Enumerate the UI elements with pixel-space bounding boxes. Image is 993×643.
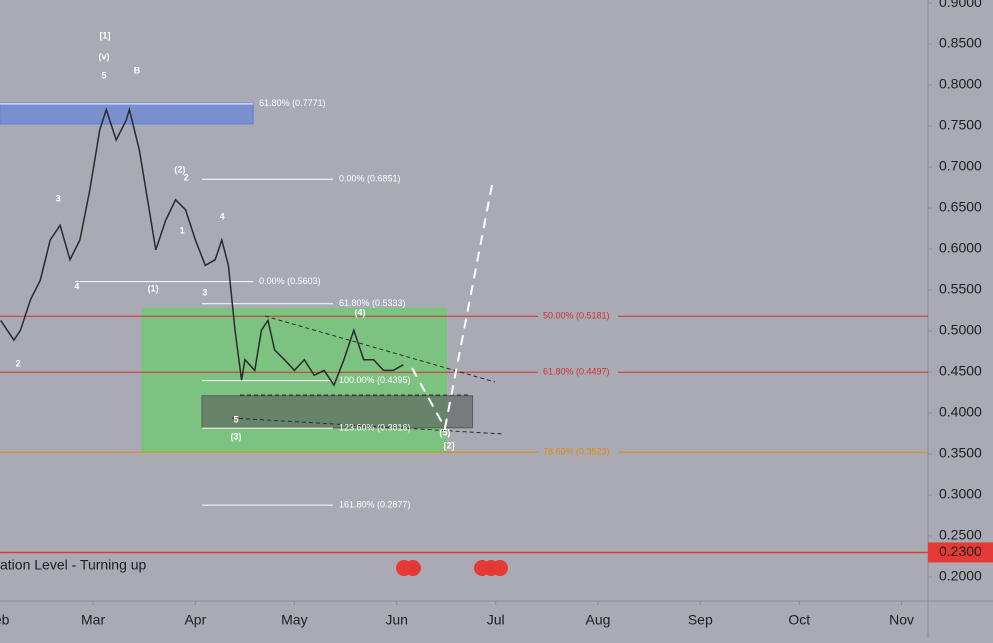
wave-label: 3 (202, 287, 207, 297)
wave-label: (5) (439, 427, 450, 437)
trendline (231, 417, 504, 435)
wave-label: 4 (74, 281, 79, 291)
y-tick-label: 0.4500 (939, 363, 982, 379)
y-tick-label: 0.8000 (939, 76, 982, 92)
wave-label: 3 (56, 193, 61, 203)
event-icon (405, 560, 421, 576)
event-icons (396, 560, 508, 576)
event-icon (492, 560, 508, 576)
y-tick-label: 0.3500 (939, 445, 982, 461)
wave-label: (1) (148, 283, 159, 293)
y-tick-label: 0.4000 (939, 404, 982, 420)
price-series (0, 106, 404, 387)
fib-label: 161.80% (0.2877) (339, 500, 411, 510)
zone (201, 395, 474, 429)
y-tick-label: 0.2500 (939, 527, 982, 543)
y-tick-label: 0.7500 (939, 117, 982, 133)
y-tick-label: 0.9000 (939, 0, 982, 10)
wave-label: 5 (101, 70, 106, 80)
y-tick-label: 0.3000 (939, 486, 982, 502)
price-tag-label: 0.2300 (939, 543, 982, 559)
projection-path (411, 184, 493, 431)
wave-label: 2 (16, 358, 21, 368)
x-tick-label: May (281, 612, 307, 628)
wave-label: (v) (98, 51, 109, 61)
indicator-label: ation Level - Turning up (0, 557, 147, 573)
fib-label: 50.00% (0.5181) (543, 311, 610, 321)
wave-label: 4 (220, 211, 225, 221)
x-tick-label: Sep (688, 612, 713, 628)
wave-label: 2 (184, 172, 189, 182)
fib-label: 78.60% (0.3523) (543, 447, 610, 457)
fib-label: 61.80% (0.5333) (339, 298, 406, 308)
wave-label: 5 (233, 414, 238, 424)
price-tag (928, 542, 993, 563)
fib-label: 61.80% (0.4497) (543, 367, 610, 377)
x-tick-label: Jul (487, 612, 505, 628)
y-tick-label: 0.8500 (939, 35, 982, 51)
fib-label: 61.80% (0.7771) (259, 98, 326, 108)
wave-label: (4) (355, 307, 366, 317)
wave-label: (3) (230, 431, 241, 441)
wave-label: [2] (444, 440, 455, 450)
zone (0, 102, 254, 125)
projection (411, 184, 493, 431)
y-tick-label: 0.5500 (939, 281, 982, 297)
x-tick-label: Oct (788, 612, 810, 628)
y-tick-label: 0.6000 (939, 240, 982, 256)
x-tick-label: Nov (889, 612, 914, 628)
wave-label: 1 (180, 225, 185, 235)
y-tick-label: 0.6500 (939, 199, 982, 215)
x-tick-label: Feb (0, 612, 10, 628)
y-tick-label: 0.7000 (939, 158, 982, 174)
fib-label: 100.00% (0.4395) (339, 375, 411, 385)
x-tick-label: Aug (586, 612, 611, 628)
x-tick-label: Apr (184, 612, 206, 628)
fib-label: 0.00% (0.6851) (339, 174, 401, 184)
wave-label: B (134, 65, 141, 75)
y-tick-label: 0.5000 (939, 322, 982, 338)
x-tick-label: Mar (81, 612, 105, 628)
wave-label: [1] (99, 30, 110, 40)
x-tick-label: Jun (385, 612, 408, 628)
wave-label: (2) (174, 164, 185, 174)
fib-label: 123.60% (0.3816) (339, 423, 411, 433)
fib-label: 0.00% (0.5603) (259, 276, 321, 286)
y-tick-label: 0.2000 (939, 568, 982, 584)
